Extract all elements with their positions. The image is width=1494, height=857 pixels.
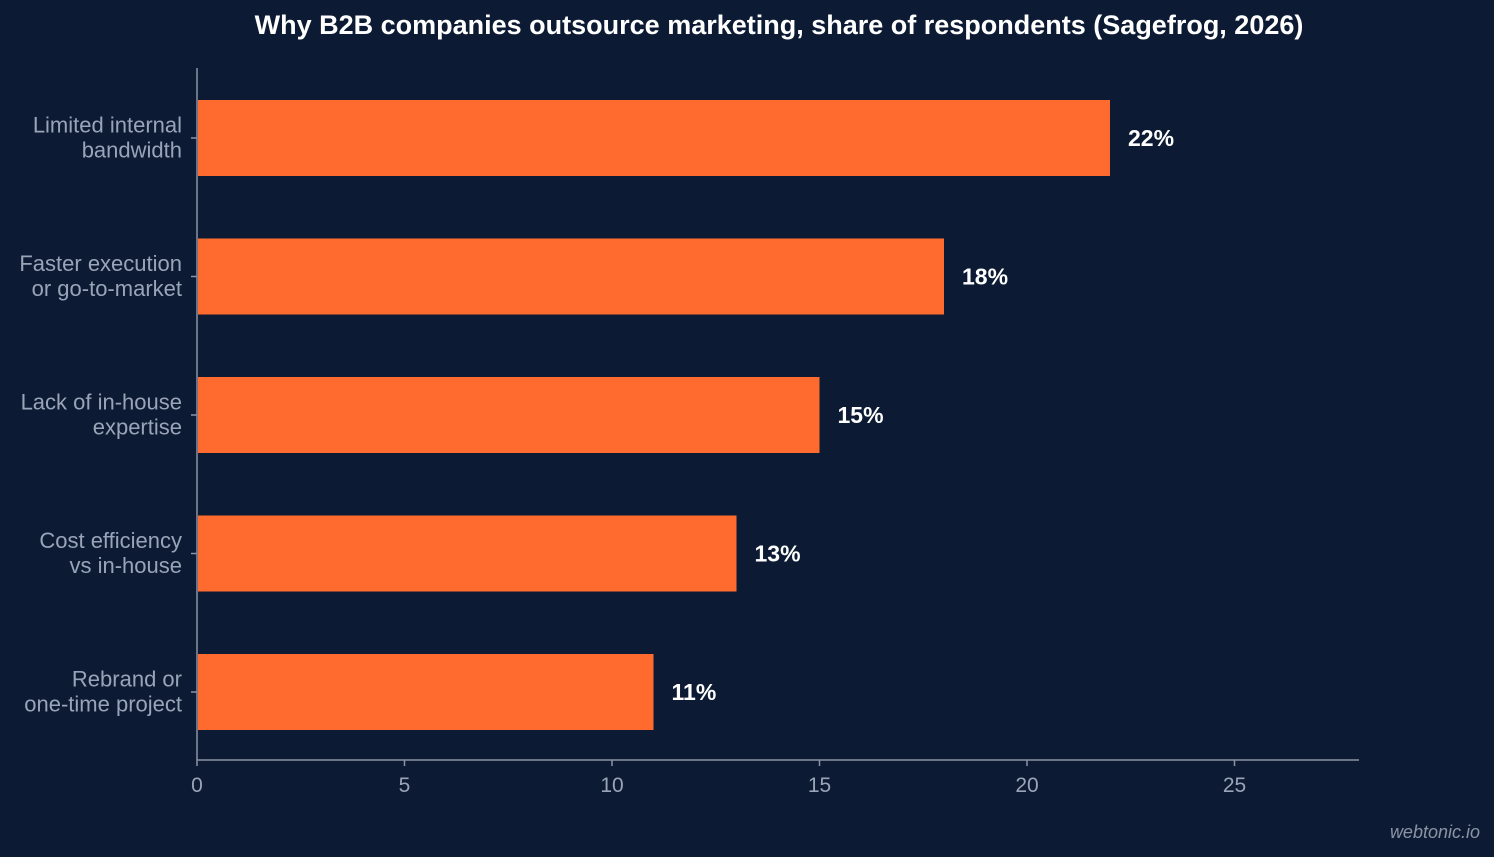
axes-layer bbox=[191, 68, 1359, 766]
category-label: vs in-house bbox=[69, 553, 182, 578]
value-label: 13% bbox=[755, 541, 801, 567]
x-tick-label: 25 bbox=[1223, 774, 1246, 797]
x-tick-label: 20 bbox=[1015, 774, 1038, 797]
category-label: expertise bbox=[93, 415, 182, 440]
bar bbox=[198, 238, 944, 315]
category-label: or go-to-market bbox=[32, 276, 182, 301]
chart-title: Why B2B companies outsource marketing, s… bbox=[254, 10, 1304, 40]
bars-layer bbox=[198, 100, 1110, 730]
bar bbox=[198, 515, 737, 592]
bar bbox=[198, 100, 1110, 176]
x-tick-label: 15 bbox=[808, 774, 831, 797]
bar bbox=[198, 654, 654, 730]
category-label: Rebrand or bbox=[72, 667, 182, 692]
value-label: 22% bbox=[1128, 125, 1174, 151]
category-label: Limited internal bbox=[33, 113, 182, 138]
watermark: webtonic.io bbox=[1389, 822, 1480, 842]
value-label: 11% bbox=[672, 679, 717, 705]
value-label: 18% bbox=[962, 264, 1008, 290]
category-label: one-time project bbox=[24, 692, 182, 717]
value-label: 15% bbox=[838, 402, 884, 428]
category-label: Cost efficiency bbox=[39, 528, 182, 553]
bar bbox=[198, 377, 820, 453]
category-label: Lack of in-house bbox=[21, 390, 182, 415]
x-tick-label: 0 bbox=[191, 774, 203, 797]
category-label: Faster execution bbox=[19, 251, 182, 276]
category-label: bandwidth bbox=[82, 138, 182, 163]
x-tick-label: 5 bbox=[399, 774, 411, 797]
x-tick-label: 10 bbox=[600, 774, 623, 797]
